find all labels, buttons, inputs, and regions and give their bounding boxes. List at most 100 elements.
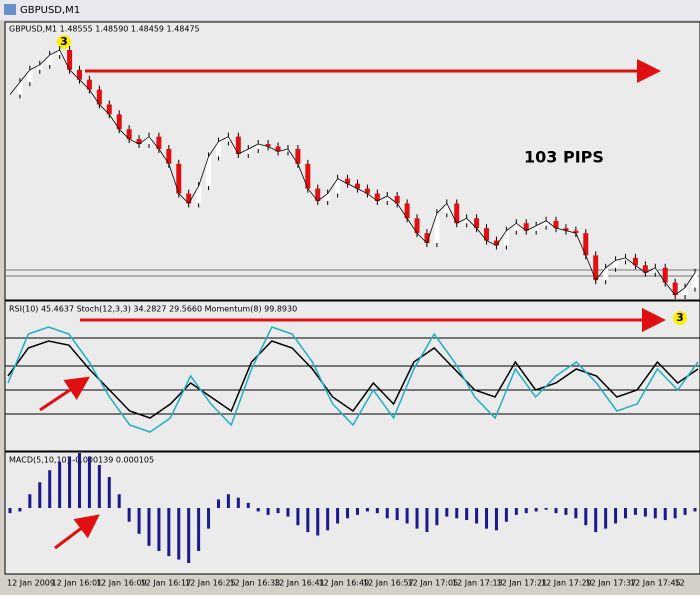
macd-bar xyxy=(643,508,647,517)
time-label: 12 Jan 16:49 xyxy=(319,579,370,588)
candle xyxy=(275,146,281,152)
window-icon xyxy=(4,4,16,15)
candle xyxy=(394,196,400,204)
candle xyxy=(67,50,73,70)
macd-bar xyxy=(8,508,12,514)
macd-bar xyxy=(68,456,72,508)
macd-bar xyxy=(564,508,568,515)
time-label: 12 Jan 17:13 xyxy=(452,579,503,588)
macd-bar xyxy=(306,508,310,533)
candle xyxy=(126,129,132,140)
macd-bar xyxy=(117,494,121,508)
wave-marker-label: 3 xyxy=(60,35,68,48)
macd-bar xyxy=(187,508,191,563)
macd-bar xyxy=(58,461,62,508)
time-label: 12 Jan 16:25 xyxy=(185,579,236,588)
time-label: 12 Jan 16:33 xyxy=(230,579,281,588)
candle xyxy=(434,213,440,244)
rsi-line xyxy=(7,340,699,419)
macd-bar xyxy=(455,508,459,519)
candle xyxy=(374,193,380,201)
macd-bar xyxy=(97,465,101,508)
candle xyxy=(404,203,410,219)
candle xyxy=(176,163,182,194)
time-label: 12 Jan 16:17 xyxy=(141,579,192,588)
macd-bar xyxy=(405,508,409,524)
macd-bar xyxy=(435,508,439,526)
candle xyxy=(305,163,311,189)
macd-bar xyxy=(147,508,151,546)
macd-bar xyxy=(365,508,369,512)
macd-bar xyxy=(485,508,489,529)
time-label: 12 Jan 17:21 xyxy=(497,579,548,588)
macd-bar xyxy=(336,508,340,524)
candle xyxy=(285,148,291,152)
candle xyxy=(76,69,82,80)
macd-bar xyxy=(316,508,320,536)
candle xyxy=(573,230,579,234)
macd-bar xyxy=(514,508,518,515)
wave-marker xyxy=(57,35,71,49)
macd-bar xyxy=(236,497,240,508)
candle xyxy=(96,89,102,105)
candle xyxy=(364,188,370,194)
time-label: 12 Jan 16:41 xyxy=(274,579,325,588)
candle xyxy=(593,255,599,281)
macd-bar xyxy=(346,508,350,519)
candle xyxy=(57,50,63,55)
macd-bar xyxy=(524,508,528,514)
time-label: 12 Jan 16:57 xyxy=(363,579,414,588)
candle xyxy=(325,193,331,201)
candle xyxy=(662,267,668,283)
candle xyxy=(513,223,519,231)
candle xyxy=(295,148,301,164)
candle xyxy=(215,141,221,157)
macd-bar xyxy=(385,508,389,519)
candle xyxy=(444,203,450,214)
oscillator-panel xyxy=(4,300,700,452)
candle xyxy=(225,136,231,142)
macd-bar xyxy=(425,508,429,533)
price-line xyxy=(9,49,696,296)
candle xyxy=(603,267,609,281)
macd-bar xyxy=(207,508,211,529)
candle xyxy=(623,257,629,261)
macd-bar xyxy=(554,508,558,514)
macd-bar xyxy=(355,508,359,515)
macd-bar xyxy=(77,453,81,508)
time-label: 12 Jan 17:29 xyxy=(541,579,592,588)
macd-bar xyxy=(28,494,32,508)
macd-bar xyxy=(18,508,22,512)
time-label: 12 Jan 17:45 xyxy=(630,579,681,588)
macd-bar xyxy=(465,508,469,521)
candle xyxy=(613,260,619,268)
macd-bar xyxy=(177,508,181,560)
candle xyxy=(464,218,470,224)
macd-bar xyxy=(415,508,419,529)
candle xyxy=(672,282,678,295)
macd-bar xyxy=(38,482,42,508)
wave-marker xyxy=(673,311,687,325)
candle xyxy=(265,144,271,147)
macd-bar xyxy=(594,508,598,533)
macd-bar xyxy=(504,508,508,522)
macd-bar xyxy=(395,508,399,521)
pips-annotation: 103 PIPS xyxy=(524,148,604,167)
macd-bar xyxy=(445,508,449,517)
candle xyxy=(255,144,261,149)
macd-bar xyxy=(107,477,111,508)
candle xyxy=(17,82,23,95)
candle xyxy=(315,188,321,201)
macd-bar xyxy=(87,456,91,508)
candle xyxy=(563,228,569,231)
candle xyxy=(484,228,490,241)
macd-bar xyxy=(584,508,588,526)
macd-bar xyxy=(475,508,479,524)
candle xyxy=(424,233,430,244)
candle xyxy=(86,79,92,90)
candle xyxy=(27,69,33,83)
candle xyxy=(384,196,390,201)
candle xyxy=(146,136,152,145)
candle xyxy=(583,233,589,256)
